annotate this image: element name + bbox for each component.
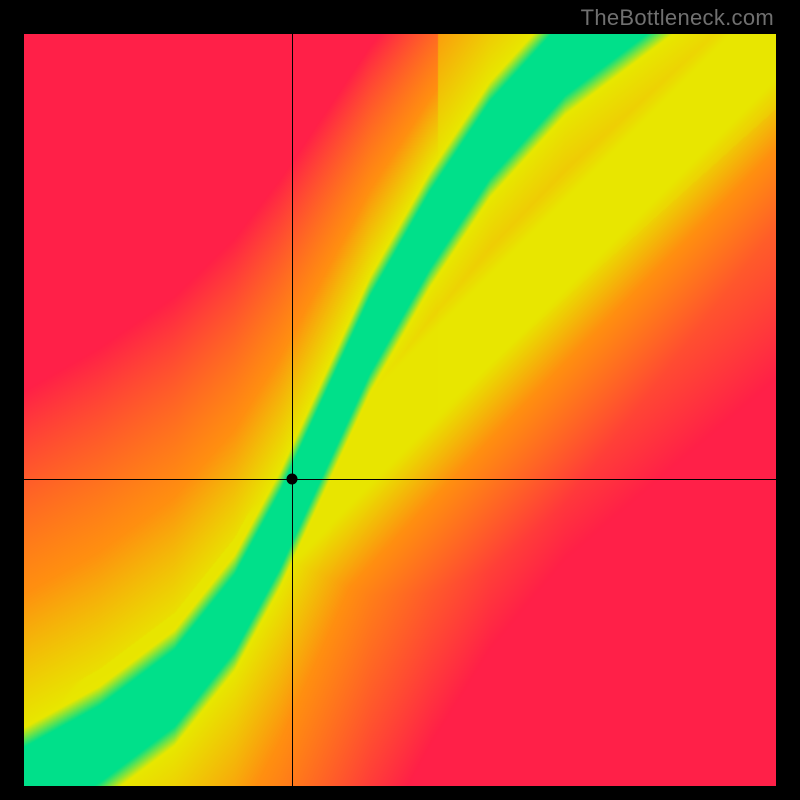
marker-dot bbox=[287, 474, 298, 485]
heatmap-canvas bbox=[24, 34, 776, 786]
heatmap-chart bbox=[24, 34, 776, 786]
crosshair-horizontal bbox=[24, 479, 776, 480]
watermark-text: TheBottleneck.com bbox=[581, 5, 774, 31]
crosshair-vertical bbox=[292, 34, 293, 786]
